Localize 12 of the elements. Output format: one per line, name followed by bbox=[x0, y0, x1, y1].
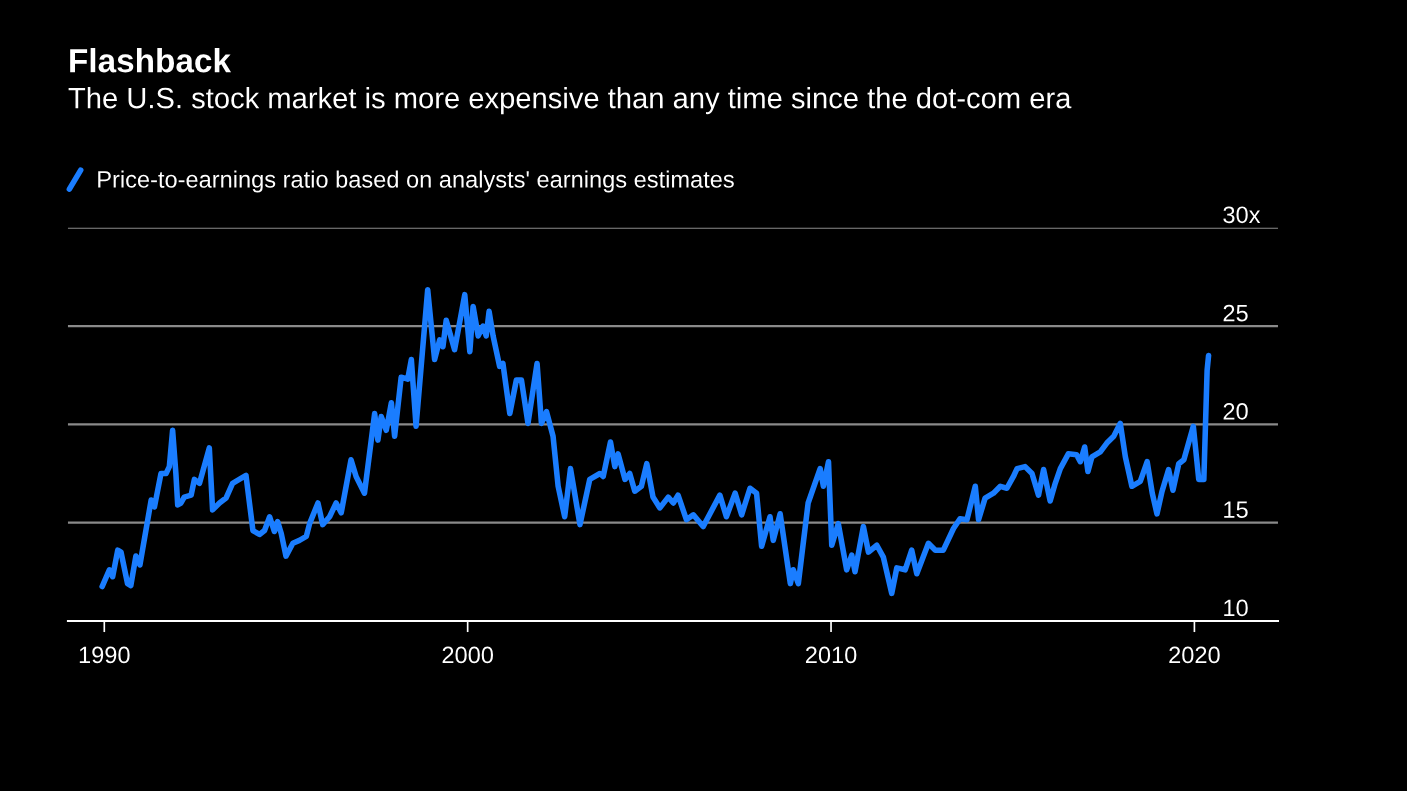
chart-title: Flashback bbox=[70, 48, 232, 73]
y-tick-label: 30x bbox=[1223, 206, 1261, 224]
y-tick-label: 25 bbox=[1223, 304, 1248, 322]
x-tick-label: 2020 bbox=[1169, 646, 1220, 664]
legend-label: Price-to-earnings ratio based on analysts' earnings estimates bbox=[98, 170, 734, 193]
x-tick-label: 2010 bbox=[805, 646, 857, 664]
y-tick-label: 10 bbox=[1224, 599, 1248, 617]
chart-subtitle: The U.S. stock market is more expensive than any time since the dot-com era bbox=[68, 87, 1072, 115]
x-tick-label: 2000 bbox=[442, 646, 494, 664]
y-tick-label: 20 bbox=[1223, 402, 1248, 420]
x-tick-label: 1990 bbox=[79, 646, 130, 664]
y-tick-label: 15 bbox=[1224, 501, 1248, 518]
